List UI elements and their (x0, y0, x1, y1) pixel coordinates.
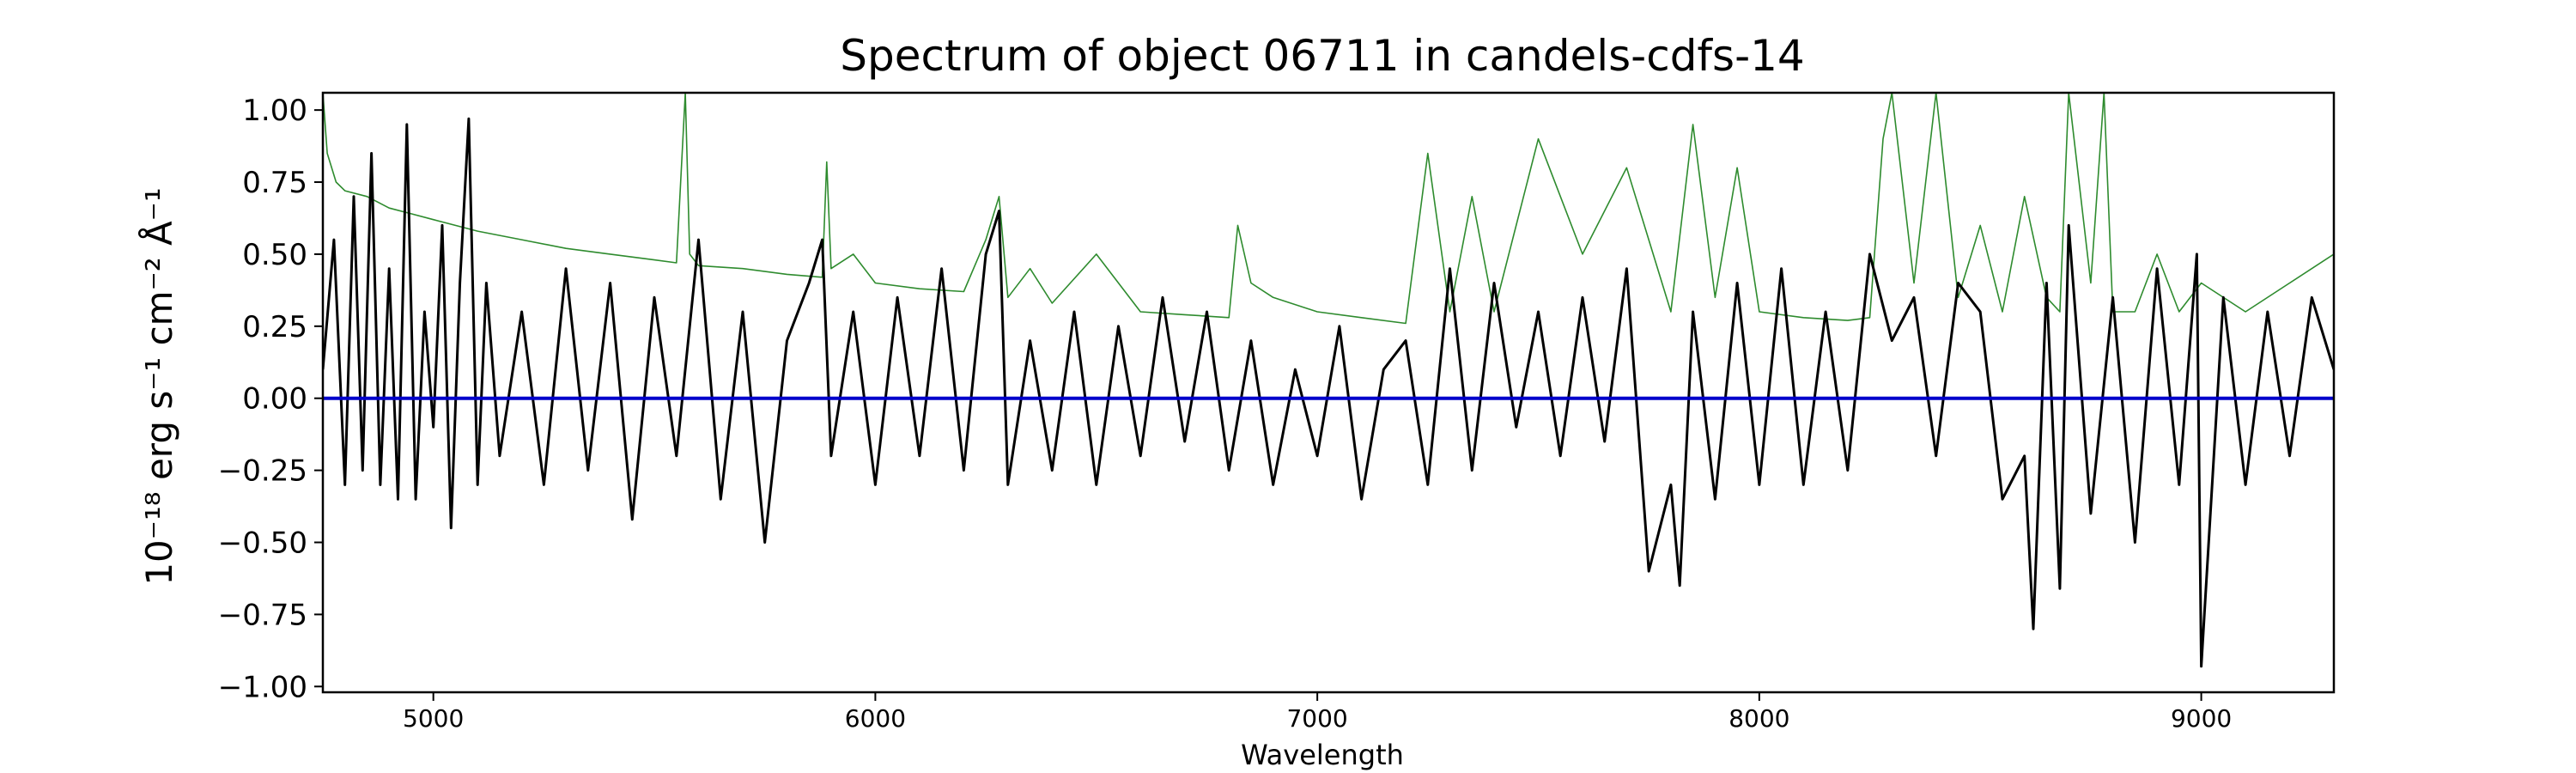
plot-frame (321, 91, 2336, 694)
chart-title: Spectrum of object 06711 in candels-cdfs… (840, 31, 1805, 81)
x-axis-label: Wavelength (1241, 739, 1404, 771)
plot-area (323, 93, 2334, 668)
y-tick-label: 1.00 (242, 94, 307, 128)
y-tick-label: 0.50 (242, 238, 307, 272)
x-tick-label: 5000 (403, 704, 464, 733)
x-axis: 5000 6000 7000 8000 9000 (403, 692, 2232, 733)
y-axis: −1.00 −0.75 −0.50 −0.25 0.00 0.25 0.50 0.75 1.00 (218, 94, 323, 704)
error-line (323, 93, 2334, 325)
flux-line (323, 117, 2334, 668)
y-tick-label: −0.25 (218, 454, 307, 489)
y-tick-label: −0.75 (218, 598, 307, 632)
x-tick-label: 7000 (1286, 704, 1347, 733)
y-tick-label: −1.00 (218, 670, 307, 704)
y-axis-label: 10⁻¹⁸ erg s⁻¹ cm⁻² Å⁻¹ (137, 187, 180, 585)
x-tick-label: 9000 (2171, 704, 2232, 733)
x-tick-label: 6000 (845, 704, 906, 733)
y-tick-label: −0.50 (218, 526, 307, 561)
y-tick-label: 0.75 (242, 166, 307, 200)
y-tick-label: 0.00 (242, 382, 307, 417)
y-tick-label: 0.25 (242, 310, 307, 344)
x-tick-label: 8000 (1728, 704, 1789, 733)
